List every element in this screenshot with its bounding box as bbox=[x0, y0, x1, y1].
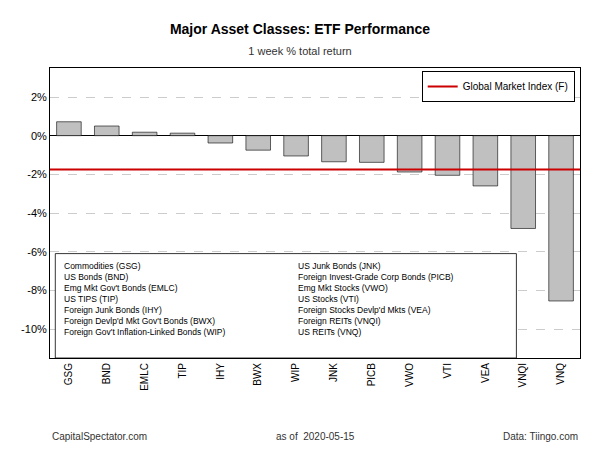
svg-text:-10%: -10% bbox=[21, 323, 47, 335]
svg-text:VNQ: VNQ bbox=[555, 363, 566, 385]
svg-text:0%: 0% bbox=[31, 130, 47, 142]
svg-text:VEA: VEA bbox=[480, 363, 491, 383]
svg-text:-2%: -2% bbox=[27, 168, 47, 180]
svg-text:Data: Tiingo.com: Data: Tiingo.com bbox=[503, 431, 578, 442]
svg-text:Commodities (GSG)US Bonds (BND: Commodities (GSG)US Bonds (BND)Emg Mkt G… bbox=[64, 261, 225, 337]
svg-text:IHY: IHY bbox=[215, 363, 226, 380]
svg-text:VTI: VTI bbox=[442, 363, 453, 379]
svg-text:Major Asset Classes: ETF Perfo: Major Asset Classes: ETF Performance bbox=[170, 21, 430, 37]
svg-text:-4%: -4% bbox=[27, 207, 47, 219]
svg-text:TIP: TIP bbox=[177, 363, 188, 379]
svg-text:BND: BND bbox=[101, 363, 112, 384]
svg-text:1 week % total return: 1 week % total return bbox=[248, 45, 351, 57]
svg-text:EMLC: EMLC bbox=[139, 363, 150, 391]
svg-text:WIP: WIP bbox=[290, 363, 301, 382]
svg-text:US Junk Bonds (JNK)Foreign Inv: US Junk Bonds (JNK)Foreign Invest-Grade … bbox=[298, 261, 454, 337]
svg-text:VNQI: VNQI bbox=[517, 363, 528, 387]
svg-text:-8%: -8% bbox=[27, 284, 47, 296]
svg-text:2%: 2% bbox=[31, 91, 47, 103]
svg-text:GSG: GSG bbox=[63, 363, 74, 385]
svg-text:-6%: -6% bbox=[27, 246, 47, 258]
svg-text:VWO: VWO bbox=[404, 363, 415, 387]
svg-text:Global Market Index (F): Global Market Index (F) bbox=[463, 81, 568, 92]
svg-text:PICB: PICB bbox=[366, 363, 377, 387]
svg-text:as of 2020-05-15: as of 2020-05-15 bbox=[276, 431, 355, 442]
svg-text:JNK: JNK bbox=[328, 363, 339, 382]
svg-text:BWX: BWX bbox=[252, 363, 263, 386]
svg-text:CapitalSpectator.com: CapitalSpectator.com bbox=[52, 431, 147, 442]
